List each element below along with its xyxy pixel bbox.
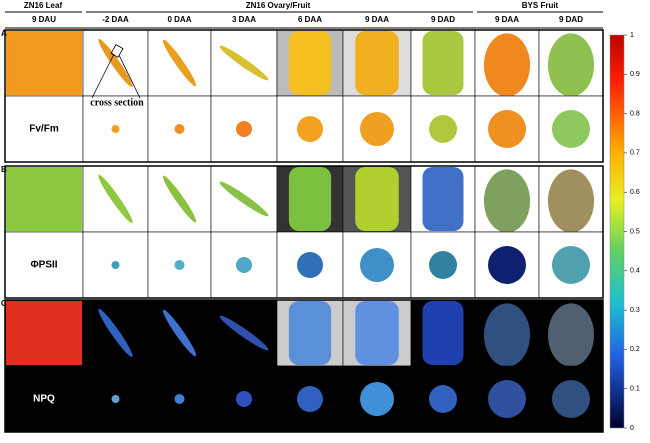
panel-letter: B [1,165,7,174]
cross-section-image [429,385,457,413]
cross-section-image [297,116,323,142]
column-label: -2 DAA [102,15,129,24]
column-label: 9 DAD [559,15,583,24]
cross-section-image [111,125,120,133]
column-label: 9 DAU [32,15,56,24]
cross-section-image [111,395,120,403]
colorbar-tick-label: 1 [630,32,634,39]
cross-section-image [488,246,526,284]
image-cell [4,231,84,299]
fruit-image [355,31,399,95]
colorbar-tick-label: 0.5 [630,228,640,235]
parameter-label: NPQ [33,394,55,405]
cross-section-image [360,382,394,416]
parameter-label: Fv/Fm [29,124,59,135]
image-cell [410,365,476,433]
panel-border [4,299,604,433]
column-label: 9 DAD [431,15,455,24]
cross-section-image [236,121,252,137]
cross-section-image [174,260,185,270]
panel-border [4,165,604,299]
fruit-image [98,174,133,224]
image-cell [4,95,84,163]
fruit-image [422,31,464,95]
fruit-image [162,309,197,357]
fruit-image [219,315,269,351]
colorbar-tick-label: 0.3 [630,307,640,314]
colorbar-tick-label: 0.6 [630,189,640,196]
panel-letter: C [1,299,7,308]
fruit-image [547,169,595,233]
leaf-image [6,31,82,95]
fruit-image [288,167,332,231]
colorbar-tick-label: 0.9 [630,71,640,78]
column-label: 9 DAA [495,15,519,24]
fruit-image [483,169,531,233]
cross-section-image [488,110,526,148]
cross-section-pointer [91,44,141,99]
fruit-image [483,33,531,97]
group-label: BYS Fruit [522,1,559,10]
colorbar-tick-label: 0 [630,425,634,432]
colorbar-tick-label: 0.7 [630,150,640,157]
panel-letter: A [1,29,7,38]
fruit-image [219,45,269,81]
fruit-image [98,38,133,88]
cross-section-image [488,380,526,418]
fruit-image [162,39,197,87]
colorbar-tick-label: 0.1 [630,386,640,393]
annotation: cross section [90,97,144,108]
cross-section-image [360,248,394,282]
leaf-image [6,167,82,231]
column-label: 0 DAA [167,15,191,24]
colorbar-tick-label: 0.8 [630,110,640,117]
fruit-image [288,31,332,95]
fruit-image [547,33,595,97]
fruit-image [162,175,197,223]
cross-section-image [552,246,590,284]
cross-section-image [174,394,185,404]
column-label: 9 DAA [365,15,389,24]
cross-section-image [552,380,590,418]
fruit-image [98,308,133,358]
colorbar-tick-label: 0.4 [630,268,640,275]
fruit-image [422,301,464,365]
fruit-image [547,303,595,367]
cross-section-image [174,124,185,134]
cross-section-image [297,386,323,412]
group-label: ZN16 Leaf [24,1,63,10]
colorbar [609,34,625,429]
fruit-image [422,167,464,231]
fruit-image [483,303,531,367]
cross-section-image [236,391,252,407]
cross-section-image [429,115,457,143]
column-label: 3 DAA [232,15,256,24]
column-label: 6 DAA [298,15,322,24]
fruit-image [355,301,399,365]
colorbar-tick-label: 0.2 [630,346,640,353]
group-label: ZN16 Ovary/Fruit [246,1,311,10]
cross-section-image [429,251,457,279]
panel-border [4,29,604,163]
cross-section-image [360,112,394,146]
leaf-image [6,301,82,365]
cross-section-image [297,252,323,278]
fruit-image [288,301,332,365]
image-cell [4,365,84,433]
cross-section-image [236,257,252,273]
fruit-image [355,167,399,231]
fruit-image [219,181,269,217]
parameter-label: ΦPSII [30,260,57,271]
cross-section-image [111,261,120,269]
cross-section-image [552,110,590,148]
